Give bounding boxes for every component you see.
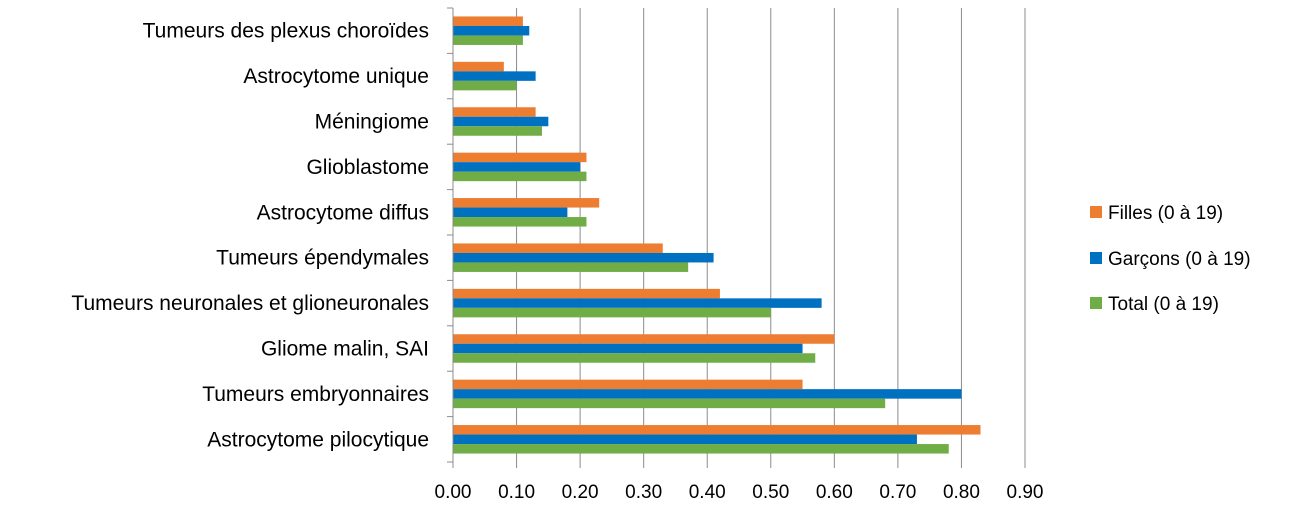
bar — [453, 80, 517, 91]
category-label: Gliome malin, SAI — [261, 338, 429, 361]
x-tick-label: 0.80 — [943, 482, 980, 503]
bar — [453, 126, 542, 136]
bar — [453, 35, 523, 45]
legend-swatch — [1090, 206, 1102, 218]
x-tick-label: 0.00 — [435, 482, 472, 503]
x-tick-label: 0.40 — [689, 482, 726, 503]
bar — [453, 16, 523, 26]
legend-swatch — [1090, 297, 1102, 309]
legend: Filles (0 à 19) Garçons (0 à 19) Total (0 … — [1090, 203, 1251, 315]
bar — [453, 207, 568, 218]
category-label: Astrocytome pilocytique — [207, 428, 429, 451]
bar — [453, 107, 536, 117]
legend-label: Total (0 à 19) — [1108, 294, 1219, 315]
bar — [453, 61, 504, 72]
x-tick-labels: 0.00 0.10 0.20 0.30 0.40 0.50 0.60 0.70 0.80 0.90 — [435, 482, 1044, 503]
bar — [453, 288, 720, 299]
bar — [453, 434, 917, 445]
category-label: Tumeurs embryonnaires — [202, 383, 429, 406]
bar — [453, 243, 663, 253]
bar — [453, 198, 600, 208]
bar — [453, 152, 587, 163]
category-label: Tumeurs épendymales — [216, 247, 429, 270]
bar — [453, 425, 981, 435]
x-tick-label: 0.30 — [625, 482, 662, 503]
bar — [453, 353, 816, 363]
x-tick-label: 0.20 — [562, 482, 599, 503]
category-labels: Tumeurs des plexus choroïdes Astrocytome … — [71, 20, 429, 452]
bar — [453, 25, 530, 36]
bar — [453, 116, 549, 127]
x-tick-label: 0.50 — [752, 482, 789, 503]
bar — [453, 217, 587, 227]
bar — [453, 307, 771, 318]
category-label: Astrocytome unique — [243, 65, 429, 88]
category-label: Glioblastome — [306, 156, 429, 179]
bar — [453, 171, 587, 182]
x-tick-label: 0.60 — [816, 482, 853, 503]
bar — [453, 334, 835, 344]
x-tick-label: 0.90 — [1007, 482, 1044, 503]
category-label: Tumeurs neuronales et glioneuronales — [71, 292, 429, 315]
bar — [453, 444, 949, 454]
bar — [453, 298, 822, 308]
bar — [453, 389, 962, 399]
category-label: Astrocytome diffus — [257, 201, 429, 224]
gridlines — [516, 8, 1026, 462]
bar — [453, 398, 886, 409]
bar — [453, 252, 714, 263]
bar — [453, 71, 536, 81]
x-tick-label: 0.70 — [879, 482, 916, 503]
bar — [453, 343, 803, 354]
legend-swatch — [1090, 252, 1102, 264]
category-label: Méningiome — [315, 111, 429, 134]
bar — [453, 262, 689, 272]
legend-label: Filles (0 à 19) — [1108, 203, 1223, 224]
axes — [447, 7, 1026, 468]
bar — [453, 379, 803, 390]
bars — [453, 16, 981, 454]
category-label: Tumeurs des plexus choroïdes — [143, 20, 429, 43]
legend-label: Garçons (0 à 19) — [1108, 249, 1251, 270]
x-tick-label: 0.10 — [498, 482, 535, 503]
bar — [453, 162, 581, 172]
